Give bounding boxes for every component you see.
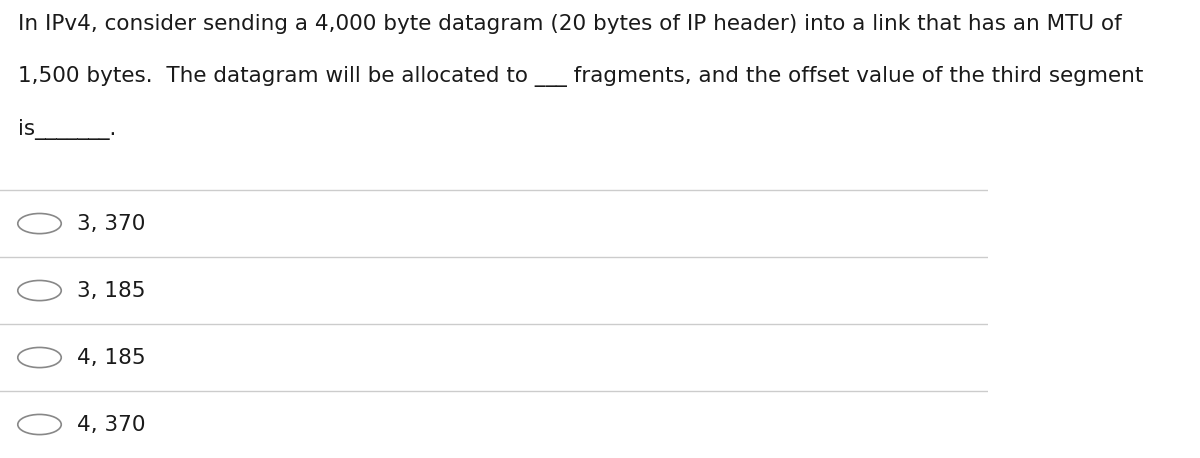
Text: 3, 370: 3, 370: [77, 213, 145, 234]
Text: is_______.: is_______.: [18, 119, 116, 140]
Text: 3, 185: 3, 185: [77, 281, 145, 300]
Text: In IPv4, consider sending a 4,000 byte datagram (20 bytes of IP header) into a l: In IPv4, consider sending a 4,000 byte d…: [18, 14, 1122, 34]
Text: 1,500 bytes.  The datagram will be allocated to ___ fragments, and the offset va: 1,500 bytes. The datagram will be alloca…: [18, 66, 1144, 87]
Text: 4, 370: 4, 370: [77, 414, 145, 435]
Text: 4, 185: 4, 185: [77, 348, 145, 367]
